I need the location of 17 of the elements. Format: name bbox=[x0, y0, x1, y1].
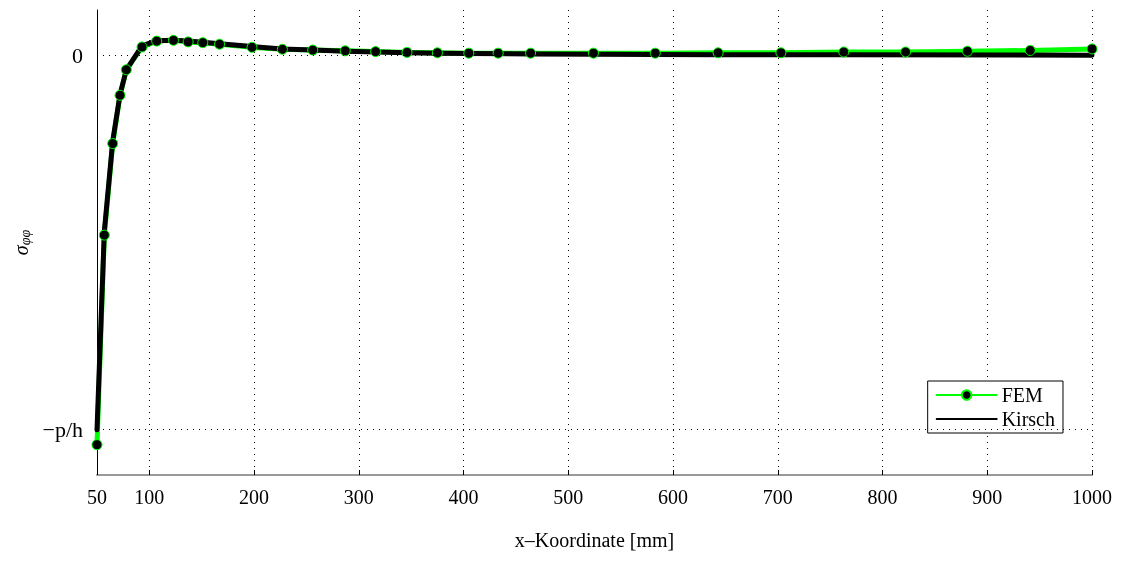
x-tick-label: 900 bbox=[972, 486, 1003, 508]
x-tick-label: 600 bbox=[658, 486, 689, 508]
x-tick-label: 200 bbox=[239, 486, 270, 508]
x-tick-label: 700 bbox=[762, 486, 793, 508]
x-axis-title: x–Koordinate [mm] bbox=[514, 529, 675, 551]
ref-line-label: −p/h bbox=[42, 416, 83, 442]
x-tick-label: 800 bbox=[867, 486, 898, 508]
legend-label: FEM bbox=[1001, 384, 1044, 406]
x-tick-label: 1000 bbox=[1072, 486, 1112, 508]
x-tick-label: 300 bbox=[343, 486, 374, 508]
legend-label: Kirsch bbox=[1001, 408, 1056, 430]
ref-line-label: 0 bbox=[72, 42, 83, 68]
x-tick-label: 500 bbox=[553, 486, 584, 508]
x-tick-label: 50 bbox=[87, 486, 107, 508]
x-tick-label: 400 bbox=[448, 486, 479, 508]
x-tick-label: 100 bbox=[134, 486, 165, 508]
y-axis-title: σφφ bbox=[10, 229, 33, 256]
